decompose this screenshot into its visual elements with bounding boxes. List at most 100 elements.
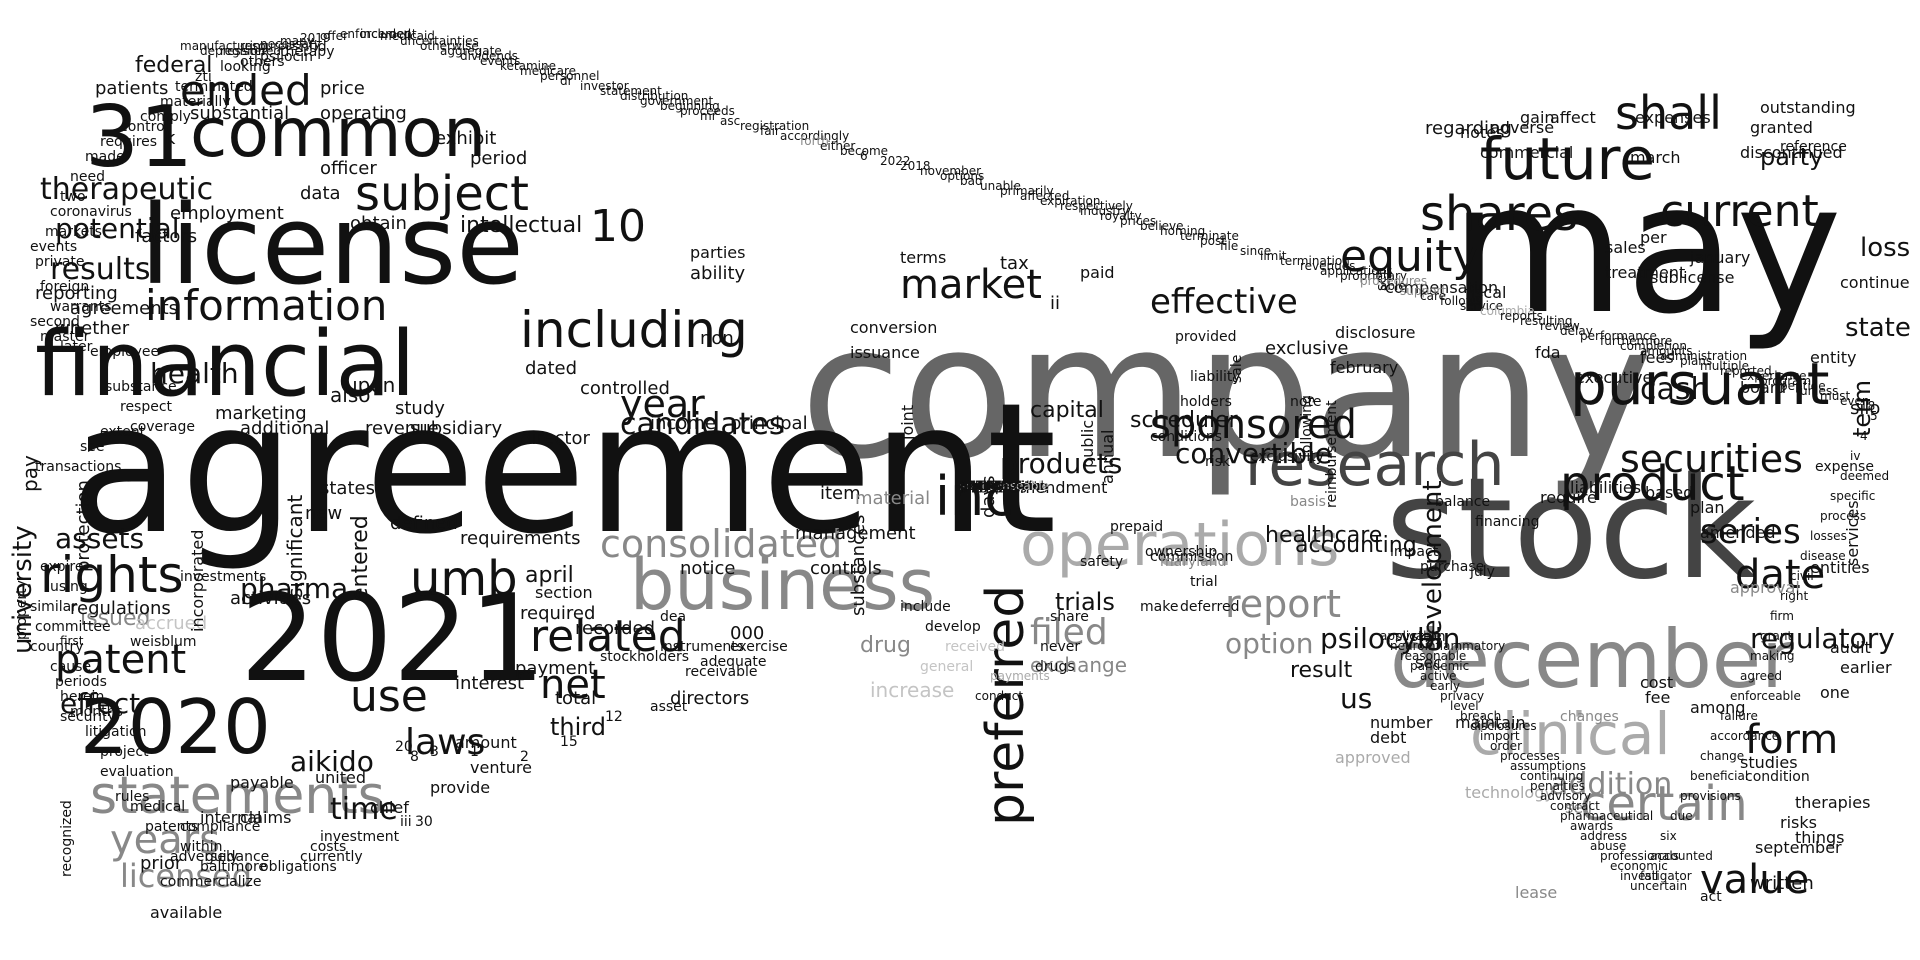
cloud-word: rare (960, 479, 985, 493)
cloud-word: fair (760, 124, 780, 138)
cloud-word: country (30, 639, 84, 655)
cloud-word: forth (800, 134, 829, 148)
cloud-word: delay (1560, 324, 1593, 338)
cloud-word: sponsored (1150, 402, 1357, 448)
cloud-word: upon (345, 373, 396, 397)
cloud-word: condition (1745, 769, 1810, 785)
cloud-word: enforceable (1730, 689, 1801, 703)
cloud-word: right (1780, 589, 1809, 603)
cloud-word: others (240, 54, 285, 70)
cloud-word: operating (320, 103, 407, 124)
cloud-word: potential (55, 212, 180, 245)
cloud-word: fail (1640, 869, 1659, 883)
cloud-word: 28 (960, 479, 976, 493)
cloud-word: commercial (1480, 143, 1574, 162)
cloud-word: benefits (960, 479, 1009, 493)
cloud-word: orphan (960, 479, 1003, 493)
cloud-word: investors (960, 479, 1015, 493)
cloud-word: 40 (960, 479, 976, 493)
cloud-word: cause (50, 659, 92, 675)
cloud-word: asu (960, 479, 982, 493)
cloud-word: business (630, 544, 936, 626)
cloud-word: studies (1740, 753, 1798, 772)
cloud-word: disease (1800, 549, 1846, 563)
cloud-word: respectively (1060, 199, 1133, 213)
cloud-word: 1 (470, 744, 479, 760)
cloud-word: terminated (175, 79, 253, 95)
cloud-word: asset (650, 699, 688, 715)
cloud-word: united (315, 768, 366, 787)
cloud-word: therapies (1795, 793, 1871, 812)
cloud-word: events (480, 54, 521, 68)
cloud-word: adversely (170, 849, 239, 865)
cloud-word: awards (1570, 819, 1614, 833)
cloud-word: 26 (960, 479, 976, 493)
cloud-word: matters (960, 479, 1008, 493)
cloud-word: agreed (1740, 669, 1783, 683)
cloud-word: market (900, 262, 1042, 308)
cloud-word: depression (200, 44, 266, 58)
cloud-word: subsidiary (410, 418, 503, 439)
cloud-word: deemed (1840, 469, 1890, 483)
cloud-word: penny (960, 479, 998, 493)
cloud-word: 12 (605, 709, 623, 725)
cloud-word: payable (230, 773, 294, 792)
cloud-word: 2021 (240, 570, 546, 709)
cloud-word: investigator (1620, 869, 1692, 883)
cloud-word: date (1735, 552, 1826, 598)
cloud-word: july (1470, 564, 1495, 580)
cloud-word: competitors (960, 479, 1032, 493)
cloud-word: receivable (685, 664, 758, 680)
cloud-word: adequate (700, 654, 767, 670)
cloud-word: activities (230, 588, 312, 609)
cloud-word: process (1820, 509, 1867, 523)
cloud-word: trial (1190, 574, 1218, 590)
cloud-word: holders (1180, 394, 1232, 410)
cloud-word: offer (320, 29, 348, 43)
cloud-word: actual (960, 479, 997, 493)
cloud-word: 20 (395, 739, 413, 755)
cloud-word: psilocin (260, 49, 313, 65)
cloud-word: proceeds (680, 104, 735, 118)
cloud-word: nfid (300, 39, 327, 55)
cloud-word: requires (100, 134, 158, 150)
cloud-word: sublicenseable (960, 479, 1050, 493)
cloud-word: certain (1580, 776, 1748, 832)
cloud-word: fees (1640, 348, 1674, 367)
cloud-word: otherwise (420, 39, 479, 53)
cloud-word: treatment (1605, 263, 1686, 282)
cloud-word: beginning (660, 99, 720, 113)
cloud-word: pharmaceutical (1560, 809, 1654, 823)
cloud-word: respect (120, 399, 173, 415)
cloud-word: abuse (1590, 839, 1627, 853)
cloud-word: medical (130, 799, 186, 815)
cloud-word: unable (980, 179, 1021, 193)
cloud-word: risks (1780, 813, 1817, 832)
cloud-word: sell (1565, 798, 1593, 817)
cloud-word: industry (1080, 204, 1130, 218)
cloud-word: interest (455, 673, 525, 694)
cloud-word: economic (1610, 859, 1668, 873)
cloud-word: sales (1605, 238, 1646, 257)
cloud-word: legally (960, 479, 1000, 493)
cloud-word: agreements (70, 298, 179, 319)
cloud-word: aggregate (440, 44, 502, 58)
cloud-word: file (1220, 239, 1239, 253)
cloud-word: ii (1050, 293, 1061, 314)
cloud-word: well (960, 479, 984, 493)
cloud-word: march (1630, 148, 1681, 167)
cloud-word: multiple (1700, 359, 1750, 373)
cloud-word: amendment (1010, 478, 1108, 497)
cloud-word: future (1480, 125, 1655, 193)
cloud-word: prices (1120, 214, 1157, 228)
cloud-word: scheduler (1130, 408, 1238, 433)
cloud-word: 18 (1860, 399, 1876, 413)
cloud-word: ucsf (960, 479, 985, 493)
cloud-word: months (70, 704, 123, 720)
cloud-word: 2018 (900, 159, 931, 173)
cloud-word: accounting (1295, 533, 1417, 558)
cloud-word: commission (1150, 549, 1234, 565)
cloud-word: audit (1830, 638, 1871, 657)
cloud-word: provided (1175, 329, 1237, 345)
